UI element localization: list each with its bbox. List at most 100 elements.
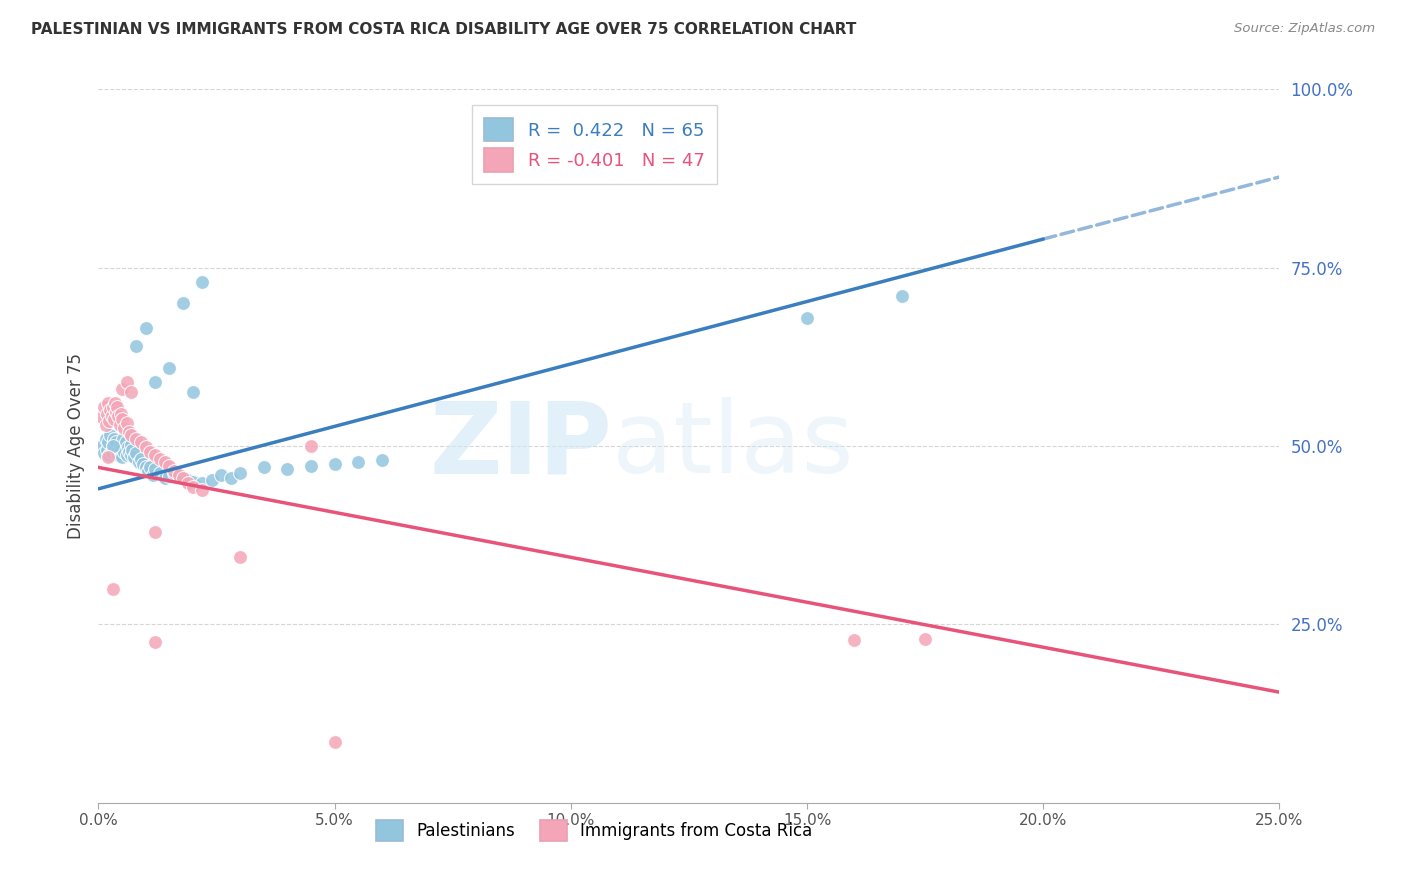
Point: [253, 460, 276, 475]
Point: [117, 441, 139, 455]
Point: [299, 458, 322, 473]
Point: [143, 462, 166, 476]
Point: [143, 635, 166, 649]
Point: [139, 444, 162, 458]
Point: [101, 439, 124, 453]
Point: [157, 469, 180, 483]
Text: atlas: atlas: [612, 398, 853, 494]
Point: [135, 460, 157, 475]
Point: [114, 435, 136, 450]
Point: [153, 471, 176, 485]
Point: [121, 442, 143, 457]
Point: [172, 471, 194, 485]
Point: [136, 464, 159, 478]
Point: [177, 476, 200, 491]
Point: [323, 457, 346, 471]
Point: [115, 416, 138, 430]
Point: [157, 360, 180, 375]
Point: [108, 439, 131, 453]
Point: [167, 469, 190, 483]
Point: [108, 417, 131, 432]
Point: [914, 632, 936, 646]
Point: [181, 480, 204, 494]
Point: [111, 382, 134, 396]
Point: [347, 455, 370, 469]
Point: [91, 439, 114, 453]
Point: [143, 524, 166, 539]
Point: [229, 466, 252, 480]
Point: [121, 385, 143, 400]
Point: [100, 444, 122, 458]
Point: [890, 289, 912, 303]
Point: [121, 448, 143, 462]
Text: PALESTINIAN VS IMMIGRANTS FROM COSTA RICA DISABILITY AGE OVER 75 CORRELATION CHA: PALESTINIAN VS IMMIGRANTS FROM COSTA RIC…: [31, 22, 856, 37]
Point: [209, 467, 232, 482]
Point: [100, 409, 122, 423]
Point: [219, 471, 242, 485]
Point: [103, 432, 125, 446]
Point: [97, 414, 120, 428]
Point: [371, 453, 394, 467]
Point: [97, 448, 120, 462]
Legend: Palestinians, Immigrants from Costa Rica: Palestinians, Immigrants from Costa Rica: [370, 814, 820, 848]
Point: [94, 417, 117, 432]
Point: [142, 467, 165, 482]
Point: [181, 475, 204, 489]
Point: [111, 450, 134, 464]
Point: [229, 549, 252, 564]
Point: [105, 405, 128, 419]
Point: [163, 466, 186, 480]
Point: [143, 375, 166, 389]
Point: [97, 435, 120, 450]
Point: [98, 428, 121, 442]
Point: [191, 476, 214, 491]
Point: [177, 473, 200, 487]
Point: [844, 633, 866, 648]
Point: [153, 455, 176, 469]
Text: Source: ZipAtlas.com: Source: ZipAtlas.com: [1234, 22, 1375, 36]
Point: [115, 375, 138, 389]
Point: [139, 460, 162, 475]
Point: [128, 455, 150, 469]
Point: [118, 444, 141, 458]
Y-axis label: Disability Age Over 75: Disability Age Over 75: [66, 353, 84, 539]
Point: [149, 451, 172, 466]
Point: [96, 407, 118, 421]
Point: [129, 435, 152, 450]
Point: [93, 446, 115, 460]
Point: [163, 464, 186, 478]
Point: [167, 467, 190, 482]
Point: [104, 441, 127, 455]
Point: [191, 275, 214, 289]
Point: [101, 400, 124, 414]
Point: [121, 428, 143, 442]
Point: [157, 458, 180, 473]
Point: [111, 432, 134, 446]
Point: [101, 439, 124, 453]
Point: [107, 448, 129, 462]
Text: ZIP: ZIP: [429, 398, 612, 494]
Point: [125, 339, 148, 353]
Point: [93, 400, 115, 414]
Point: [135, 441, 157, 455]
Point: [125, 432, 148, 446]
Point: [112, 444, 135, 458]
Point: [107, 409, 129, 423]
Point: [105, 400, 128, 414]
Point: [104, 396, 127, 410]
Point: [118, 425, 141, 439]
Point: [105, 435, 128, 450]
Point: [129, 451, 152, 466]
Point: [98, 403, 121, 417]
Point: [97, 396, 120, 410]
Point: [101, 582, 124, 596]
Point: [110, 442, 132, 457]
Point: [91, 410, 114, 425]
Point: [132, 457, 155, 471]
Point: [125, 446, 148, 460]
Point: [110, 407, 132, 421]
Point: [112, 421, 135, 435]
Point: [191, 483, 214, 498]
Point: [796, 310, 818, 325]
Point: [276, 462, 298, 476]
